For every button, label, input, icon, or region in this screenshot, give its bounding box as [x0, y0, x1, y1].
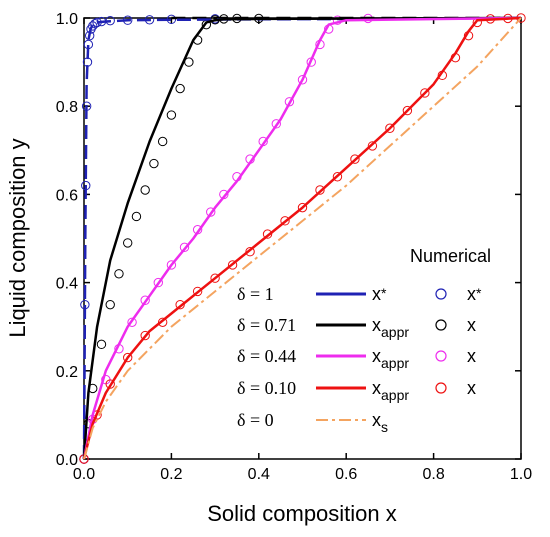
series-1-marker	[166, 110, 177, 120]
legend-line-main: x	[372, 284, 381, 304]
legend-line-sub: appr	[381, 387, 409, 403]
legend-marker-swatch	[435, 288, 447, 300]
series-2-marker	[153, 277, 163, 288]
series-3-marker	[367, 141, 378, 151]
series-layer	[79, 13, 526, 464]
series-1-marker	[96, 339, 107, 350]
x-tick-label: 0.0	[73, 466, 95, 483]
legend-line-main: x	[372, 378, 381, 398]
legend-line-label: x*	[372, 284, 387, 304]
series-3-marker	[157, 317, 168, 327]
legend-delta-label: δ = 0.71	[237, 315, 296, 335]
legend-line-label: xappr	[372, 346, 409, 371]
series-3-marker	[385, 123, 395, 133]
series-3-marker	[245, 247, 255, 257]
series-3-marker	[140, 330, 150, 341]
legend-line-label: xappr	[372, 315, 409, 340]
x-tick-label: 0.6	[335, 466, 357, 483]
legend-delta-label: δ = 0.44	[237, 346, 296, 366]
series-1-marker	[114, 269, 124, 279]
series-3-marker	[280, 216, 290, 226]
series-2-marker	[166, 260, 177, 270]
series-1-marker	[123, 238, 133, 248]
series-3-marker	[315, 185, 325, 195]
legend-line-sub: appr	[381, 324, 409, 340]
x-tick-label: 1.0	[510, 466, 532, 483]
y-tick-label: 0.2	[56, 364, 78, 381]
series-1-marker	[105, 299, 115, 310]
x-tick-label: 0.4	[248, 466, 270, 483]
legend-marker-label: x	[467, 346, 476, 366]
series-2-marker	[297, 75, 308, 85]
series-3-marker	[350, 154, 360, 164]
legend-delta-label: δ = 0	[237, 410, 274, 430]
series-3-marker	[262, 229, 273, 239]
legend-line-sub: *	[381, 285, 387, 301]
x-axis-title: Solid composition x	[207, 501, 397, 526]
y-tick-label: 0.6	[56, 187, 78, 204]
legend-line-label: xappr	[372, 378, 409, 403]
series-1-marker	[140, 185, 150, 195]
series-1-marker	[131, 211, 142, 222]
legend-marker-swatch	[435, 319, 447, 331]
series-2-marker	[206, 207, 216, 217]
series-2-line	[82, 16, 522, 460]
series-1-marker	[157, 136, 168, 147]
series-2-marker	[271, 119, 281, 129]
y-tick-label: 0.8	[56, 99, 78, 116]
series-0-marker	[90, 19, 100, 29]
legend-marker-main: x	[467, 378, 476, 398]
legend-line-sub: appr	[381, 355, 409, 371]
legend-marker-swatch	[435, 382, 447, 394]
legend-marker-main: x	[467, 315, 476, 335]
legend-line-main: x	[372, 410, 381, 430]
legend-marker-label: x	[467, 315, 476, 335]
y-tick-label: 0.0	[56, 452, 78, 469]
legend-line-main: x	[372, 315, 381, 335]
axis-ticks: 0.0 0.2 0.4 0.6 0.8 1.0 0.0 0.2 0.4 0.6 0.8 1.0	[56, 11, 532, 483]
legend-delta-label: δ = 0.10	[237, 378, 296, 398]
legend-marker-label: x*	[467, 284, 482, 304]
series-3-marker	[402, 105, 413, 116]
series-3-line	[82, 16, 522, 460]
series-3-marker	[105, 379, 115, 389]
series-3-marker	[332, 172, 343, 182]
series-1-line	[82, 16, 522, 460]
series-2-marker	[127, 317, 137, 327]
series-1-marker	[175, 83, 185, 94]
series-3-marker	[420, 88, 430, 98]
legend-marker-sub: *	[476, 285, 482, 301]
y-tick-label: 1.0	[56, 11, 78, 28]
legend-marker-main: x	[467, 284, 476, 304]
y-tick-label: 0.4	[56, 276, 78, 293]
series-3-marker	[123, 352, 133, 363]
y-axis-title: Liquid composition y	[5, 138, 30, 337]
legend-marker-label: x	[467, 378, 476, 398]
series-1-marker	[149, 158, 159, 169]
legend-marker-main: x	[467, 346, 476, 366]
legend-line-label: xs	[372, 410, 388, 435]
x-tick-label: 0.8	[422, 466, 444, 483]
series-3-marker	[210, 273, 220, 283]
series-2-marker	[179, 242, 190, 253]
legend-header: Numerical	[410, 246, 491, 266]
x-tick-label: 0.2	[160, 466, 182, 483]
series-3-marker	[192, 286, 203, 297]
legend-marker-swatch	[435, 350, 447, 362]
series-2-marker	[140, 295, 150, 305]
legend-line-main: x	[372, 346, 381, 366]
legend-line-sub: s	[381, 419, 388, 435]
legend: Numerical δ = 1 x* x*δ = 0.71 xappr xδ = 0.4…	[237, 246, 491, 435]
series-3-marker	[227, 260, 238, 270]
series-3-marker	[297, 202, 308, 213]
legend-delta-label: δ = 1	[237, 284, 274, 304]
